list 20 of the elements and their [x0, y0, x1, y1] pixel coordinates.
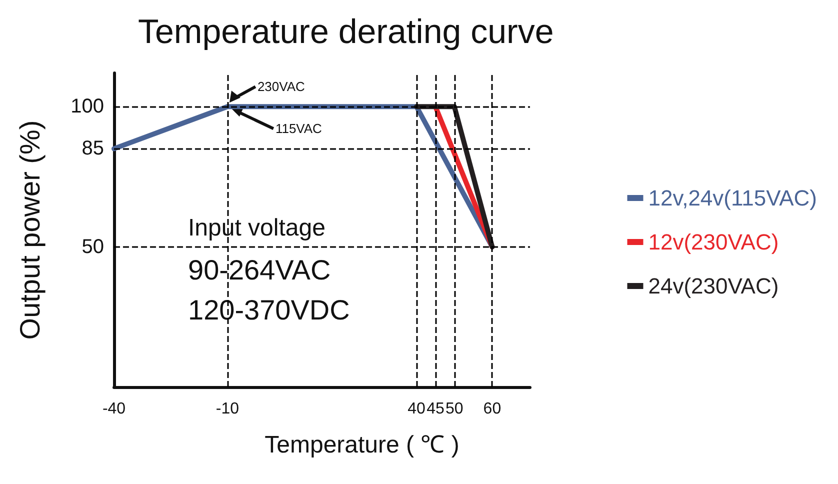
- legend-label: 12v,24v(115VAC): [648, 186, 817, 210]
- x-tick-label: 60: [483, 400, 502, 418]
- legend-label: 24v(230VAC): [648, 274, 779, 298]
- chart-title: Temperature derating curve: [138, 13, 554, 51]
- annotation: 120-370VDC: [188, 294, 350, 326]
- x-tick-label: 45: [426, 400, 444, 418]
- annotation: Input voltage: [188, 214, 326, 242]
- y-tick-label: 100: [70, 96, 104, 118]
- y-axis-title: Output power (%): [14, 120, 46, 340]
- x-tick-label: -40: [102, 400, 126, 418]
- annotation: 230VAC: [257, 79, 305, 94]
- annotation: 115VAC: [275, 121, 322, 136]
- x-tick-label: -10: [216, 400, 240, 418]
- y-tick-label: 85: [82, 138, 104, 160]
- x-tick-label: 50: [445, 400, 464, 418]
- x-axis-title: Temperature ( ℃ ): [264, 432, 460, 458]
- annotation: 90-264VAC: [188, 254, 331, 286]
- y-tick-label: 50: [82, 236, 104, 258]
- x-tick-label: 40: [408, 400, 426, 418]
- legend-label: 12v(230VAC): [648, 230, 779, 254]
